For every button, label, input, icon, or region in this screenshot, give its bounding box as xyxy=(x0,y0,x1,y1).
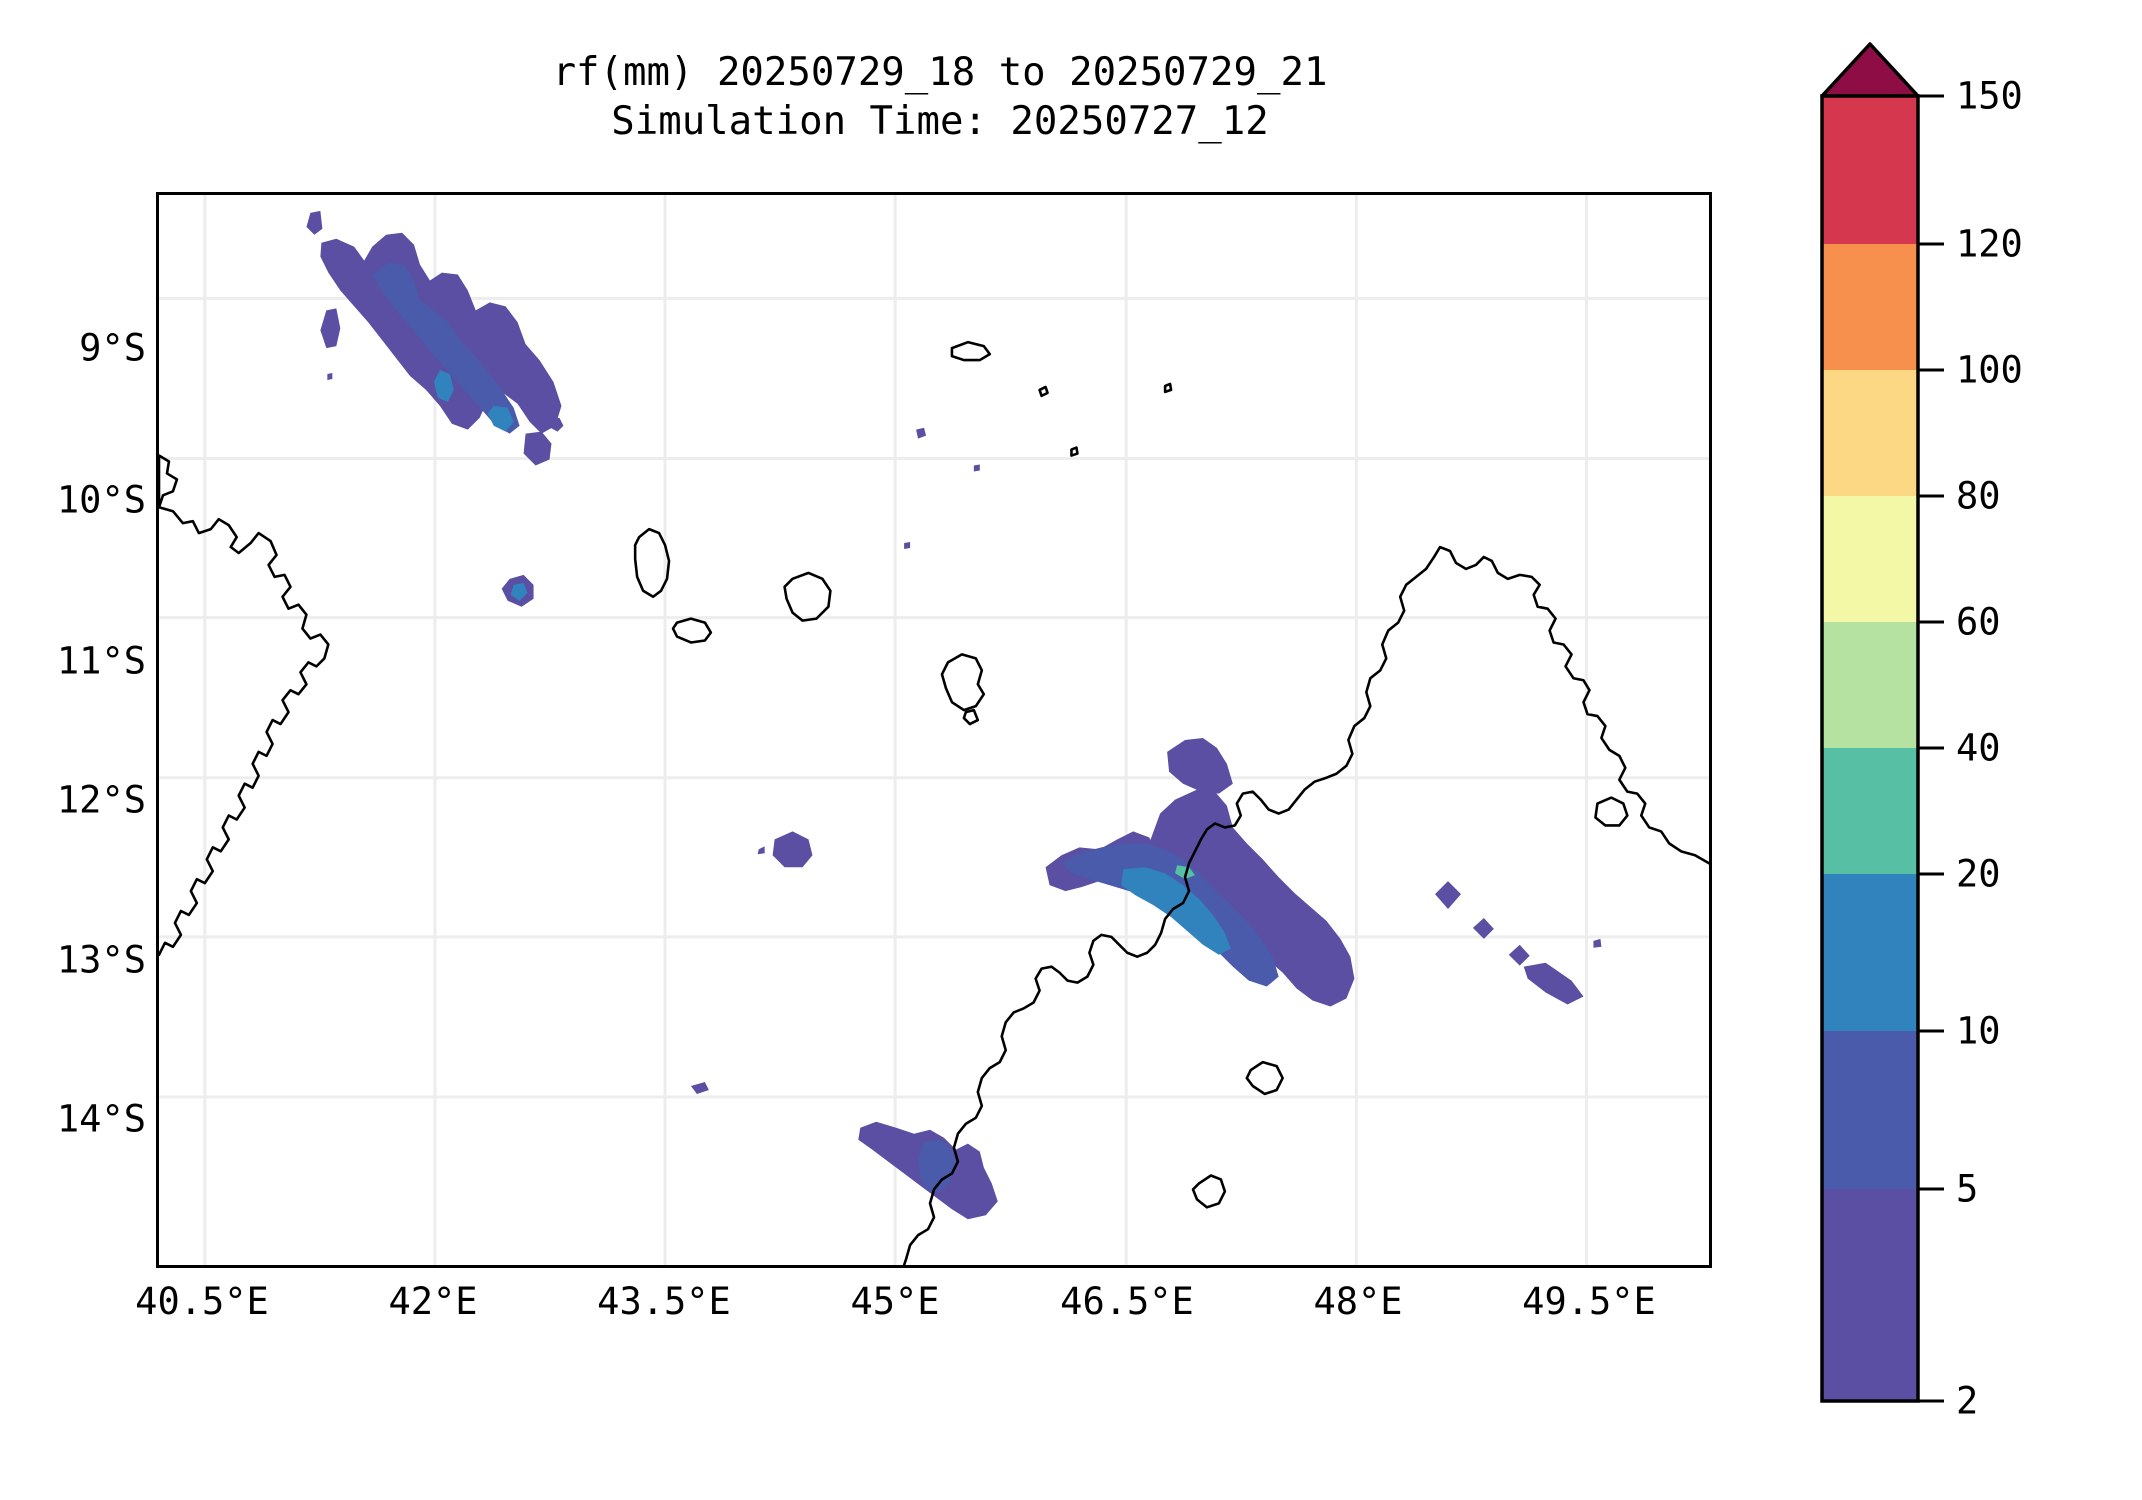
xtick-label-4: 46.5°E xyxy=(1060,1280,1194,1323)
rainfall-patch-north-5to10 xyxy=(372,262,520,434)
xtick-label-1: 42°E xyxy=(388,1280,478,1323)
colorbar-label-10: 10 xyxy=(1956,1009,2001,1053)
colorbar-tickmark-2 xyxy=(1918,1399,1944,1403)
rainfall-patch-south-5to10 xyxy=(918,1139,956,1194)
ytick-label-0: 9°S xyxy=(79,326,146,370)
colorbar-label-20: 20 xyxy=(1956,852,2001,896)
rainfall-speck-south-west xyxy=(690,1082,709,1094)
plot-title: rf(mm) 20250729_18 to 20250729_21 Simula… xyxy=(160,48,1720,146)
colorbar-band-60-80 xyxy=(1822,496,1918,622)
rainfall-patch-central-20to40 xyxy=(1175,865,1195,880)
colorbar-band-2-5 xyxy=(1822,1189,1918,1401)
colorbar-label-60: 60 xyxy=(1956,600,2001,644)
ytick-label-3: 12°S xyxy=(56,778,146,822)
rainfall-dot-ne-1 xyxy=(973,464,980,472)
coastline-moheli xyxy=(671,617,713,644)
coastline-grande-comore xyxy=(633,527,671,599)
rainfall-patch-central-2to5 xyxy=(1149,789,1355,1007)
colorbar-band-10-20 xyxy=(1822,874,1918,1031)
map-vector-layer xyxy=(159,195,1709,1265)
colorbar-extend-arrow xyxy=(1820,42,1920,98)
rainfall-patch-north-10to20-b xyxy=(487,405,514,432)
coastline-mozambique-north xyxy=(159,454,179,509)
ytick-label-2: 11°S xyxy=(56,639,146,683)
coastline-islet-ne-4 xyxy=(1070,446,1079,457)
rainfall-patch-north-dot-2 xyxy=(550,417,564,432)
xtick-label-6: 49.5°E xyxy=(1522,1280,1656,1323)
colorbar-tickmark-10 xyxy=(1918,1029,1944,1033)
coastline-mayotte-islet xyxy=(962,708,980,726)
colorbar-gradient xyxy=(1820,42,1920,1403)
rainfall-patch-central-2to5-top xyxy=(1167,737,1233,794)
ytick-label-1: 10°S xyxy=(56,478,146,522)
colorbar-label-120: 120 xyxy=(1956,222,2023,266)
colorbar-tickmark-5 xyxy=(1918,1187,1944,1191)
rainfall-diamond-1 xyxy=(1435,881,1461,909)
coastline-madagascar-island-1 xyxy=(1191,1174,1227,1209)
colorbar-tickmark-80 xyxy=(1918,494,1944,498)
coastlines xyxy=(159,340,1709,1265)
xtick-label-2: 43.5°E xyxy=(597,1280,731,1323)
colorbar-tickmark-20 xyxy=(1918,872,1944,876)
rainfall-streak-se xyxy=(1523,962,1584,1005)
title-line-1: rf(mm) 20250729_18 to 20250729_21 xyxy=(552,50,1328,95)
colorbar-label-5: 5 xyxy=(1956,1167,1979,1211)
rainfall-patch-north-small-1 xyxy=(320,308,341,349)
rainfall-patch-north-sliver xyxy=(306,210,323,235)
rainfall-speck-west xyxy=(757,846,765,855)
coastline-nosy-be xyxy=(1594,796,1629,827)
coastline-mayotte xyxy=(940,653,986,712)
rainfall-diamond-2 xyxy=(1472,917,1494,939)
rainfall-speck-se-dot xyxy=(1593,938,1602,948)
colorbar-band-120-150 xyxy=(1822,96,1918,244)
colorbar-band-100-120 xyxy=(1822,244,1918,370)
colorbar-band-20-40 xyxy=(1822,748,1918,874)
xtick-label-5: 48°E xyxy=(1313,1280,1403,1323)
rainfall-patch-north-dot-1 xyxy=(327,373,333,380)
ytick-label-5: 14°S xyxy=(56,1097,146,1141)
gridlines xyxy=(159,195,1709,1265)
ytick-label-4: 13°S xyxy=(56,938,146,982)
rainfall-patch-central-10to20 xyxy=(1121,867,1231,955)
colorbar-label-40: 40 xyxy=(1956,726,2001,770)
rainfall-diamond-3 xyxy=(1508,944,1530,966)
colorbar-tickmark-40 xyxy=(1918,746,1944,750)
colorbar-tickmark-120 xyxy=(1918,242,1944,246)
title-line-2: Simulation Time: 20250727_12 xyxy=(611,99,1269,144)
coastline-islet-ne-1 xyxy=(950,340,992,362)
rainfall-dot-ne-2 xyxy=(904,542,911,550)
colorbar-label-2: 2 xyxy=(1956,1379,1979,1423)
colorbar-label-80: 80 xyxy=(1956,474,2001,518)
colorbar-tickmark-60 xyxy=(1918,620,1944,624)
colorbar-band-80-100 xyxy=(1822,370,1918,496)
coastline-islet-ne-2 xyxy=(1038,385,1049,398)
colorbar[interactable]: 150 120 100 80 60 40 20 10 5 2 xyxy=(1818,42,2023,1442)
coastline-madagascar-island-2 xyxy=(1245,1060,1284,1096)
colorbar-tickmark-150 xyxy=(1918,94,1944,98)
map-plot-area xyxy=(159,195,1709,1265)
coastline-anjouan xyxy=(783,571,832,622)
coastline-madagascar xyxy=(902,545,1709,1265)
colorbar-band-5-10 xyxy=(1822,1031,1918,1189)
rainfall-speck-a xyxy=(916,427,927,439)
xtick-label-0: 40.5°E xyxy=(135,1280,269,1323)
rainfall-patch-north-tail xyxy=(523,431,552,466)
rainfall-patch-north-10to20-a xyxy=(433,370,454,402)
colorbar-band-40-60 xyxy=(1822,622,1918,748)
rainfall-contours xyxy=(306,210,1602,1220)
map-axes[interactable] xyxy=(156,192,1712,1268)
colorbar-tickmark-100 xyxy=(1918,368,1944,372)
coastline-mozambique xyxy=(159,505,330,957)
colorbar-label-100: 100 xyxy=(1956,348,2023,392)
colorbar-label-150: 150 xyxy=(1956,74,2023,118)
rainfall-patch-moheli-core xyxy=(510,582,528,601)
rainfall-patch-west-cell xyxy=(772,831,813,868)
xtick-label-3: 45°E xyxy=(850,1280,940,1323)
coastline-islet-ne-3 xyxy=(1163,382,1173,394)
